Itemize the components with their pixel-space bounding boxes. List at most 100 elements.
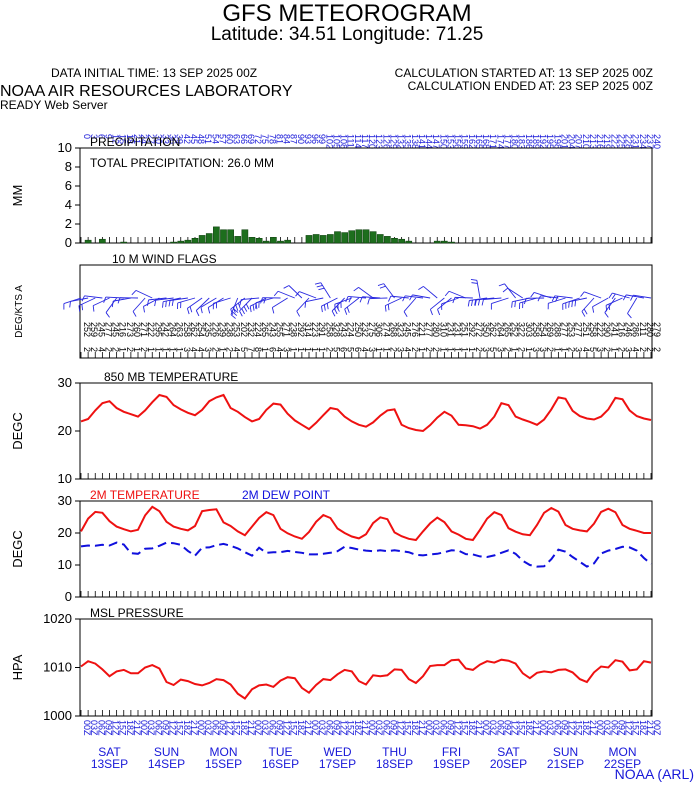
wind-speed-label: 2 xyxy=(545,347,555,352)
bottom-utc-text: 09Z xyxy=(502,720,512,736)
wind-barb xyxy=(111,297,131,308)
wind-feather xyxy=(117,297,121,304)
wind-value-label: 232 xyxy=(246,322,256,337)
wind-staff xyxy=(504,283,516,299)
wind-value-label: 231 xyxy=(453,322,463,337)
wind-staff xyxy=(581,297,595,312)
wind-speed-text: 2 xyxy=(410,347,420,352)
wind-speed-label: 5 xyxy=(239,347,249,352)
bottom-utc-text: 21Z xyxy=(645,720,655,736)
wind-feather xyxy=(263,297,267,304)
wind-speed-text: 1 xyxy=(289,347,299,352)
top-hour-text: 126 xyxy=(381,134,391,149)
wind-speed-label: 2 xyxy=(652,347,662,352)
wind-feather xyxy=(429,309,433,316)
top-hour-label: 24 xyxy=(139,134,149,144)
wind-barb xyxy=(441,297,459,310)
top-hour-text: 24 xyxy=(139,134,149,144)
wind-feather xyxy=(103,296,107,303)
wind-feather xyxy=(514,301,516,308)
day-date-label: 21SEP xyxy=(547,757,584,771)
wind-direction-text: 242 xyxy=(160,322,170,337)
bottom-utc-text: 15Z xyxy=(175,720,185,736)
bottom-utc-text: 09Z xyxy=(217,720,227,736)
bottom-utc-text: 06Z xyxy=(324,720,334,736)
top-hour-text: 3 xyxy=(89,134,99,139)
wind-staff xyxy=(362,296,381,299)
bottom-utc-text: 00Z xyxy=(538,720,548,736)
wind-direction-text: 223 xyxy=(310,322,320,337)
precip-bar xyxy=(348,230,356,244)
precip-bar xyxy=(362,229,370,244)
wind-speed-text: 2 xyxy=(517,347,527,352)
top-hour-text: 51 xyxy=(203,134,213,144)
wind-feather xyxy=(245,303,250,310)
top-hour-label: 177 xyxy=(502,134,512,149)
top-hour-label: 114 xyxy=(353,134,363,148)
bottom-utc-text: 18Z xyxy=(581,720,591,736)
wind-speed-text: 3 xyxy=(282,347,292,352)
wind-speed-label: 4 xyxy=(232,347,242,352)
bottom-utc-label: 03Z xyxy=(602,720,612,736)
wind-speed-text: 4 xyxy=(189,347,199,352)
top-hour-label: 195 xyxy=(545,134,555,149)
precip-bar xyxy=(369,231,377,244)
wind-feather xyxy=(387,295,392,302)
top-hour-text: 54 xyxy=(210,134,220,144)
wind-speed-label: 1 xyxy=(289,347,299,352)
top-hour-text: 81 xyxy=(274,134,284,144)
wind-feather xyxy=(296,310,301,317)
wind-speed-label: 4 xyxy=(360,347,370,352)
wind-speed-text: 1 xyxy=(168,347,178,352)
wind-barb xyxy=(345,295,367,303)
top-hour-text: 129 xyxy=(388,134,398,149)
top-hour-label: 201 xyxy=(559,134,569,149)
wind-feather xyxy=(571,301,573,308)
bottom-utc-label: 09Z xyxy=(616,720,626,736)
top-hour-text: 222 xyxy=(609,134,619,149)
bottom-utc-text: 15Z xyxy=(232,720,242,736)
y-tick-label: 1010 xyxy=(43,660,72,675)
wind-feather xyxy=(474,299,477,306)
wind-speed-label: 2 xyxy=(324,347,334,352)
wind-direction-text: 295 xyxy=(153,322,163,337)
wind-speed-label: 4 xyxy=(96,347,106,352)
wind-value-label: 265 xyxy=(502,322,512,337)
top-hour-label: 57 xyxy=(217,134,227,144)
day-date-label: 17SEP xyxy=(319,757,356,771)
wind-speed-label: 4 xyxy=(403,347,413,352)
wind-barb xyxy=(131,289,153,299)
wind-direction-text: 350 xyxy=(481,322,491,337)
wind-barb xyxy=(314,282,331,299)
day-date-label: 20SEP xyxy=(490,757,527,771)
bottom-utc-text: 15Z xyxy=(346,720,356,736)
top-hour-text: 72 xyxy=(253,134,263,144)
bottom-utc-label: 03Z xyxy=(374,720,384,736)
bottom-utc-text: 12Z xyxy=(396,720,406,736)
wind-speed-label: 2 xyxy=(517,347,527,352)
wind-direction-text: 232 xyxy=(246,322,256,337)
wind-speed-text: 1 xyxy=(467,347,477,352)
wind-speed-label: 2 xyxy=(424,347,434,352)
bottom-utc-label: 00Z xyxy=(367,720,377,736)
wind-feather xyxy=(232,306,236,313)
wind-direction-text: 280 xyxy=(645,322,655,337)
wind-feather xyxy=(384,305,387,312)
bottom-utc-label: 15Z xyxy=(460,720,470,736)
wind-speed-label: 5 xyxy=(588,347,598,352)
bottom-utc-label: 06Z xyxy=(438,720,448,736)
wind-direction-text: 310 xyxy=(438,322,448,337)
bottom-utc-label: 12Z xyxy=(225,720,235,736)
wind-barb xyxy=(568,297,587,308)
wind-speed-text: 3 xyxy=(538,347,548,352)
wind-feather xyxy=(171,299,174,307)
top-hour-label: 18 xyxy=(125,134,135,144)
wind-speed-text: 1 xyxy=(609,347,619,352)
top-hour-text: 180 xyxy=(510,134,520,149)
wind-speed-label: 1 xyxy=(175,347,185,352)
bottom-utc-text: 06Z xyxy=(438,720,448,736)
wind-direction-text: 269 xyxy=(545,322,555,337)
wind-value-label: 224 xyxy=(346,322,356,337)
bottom-utc-label: 00Z xyxy=(595,720,605,736)
wind-direction-text: 251 xyxy=(581,322,591,337)
